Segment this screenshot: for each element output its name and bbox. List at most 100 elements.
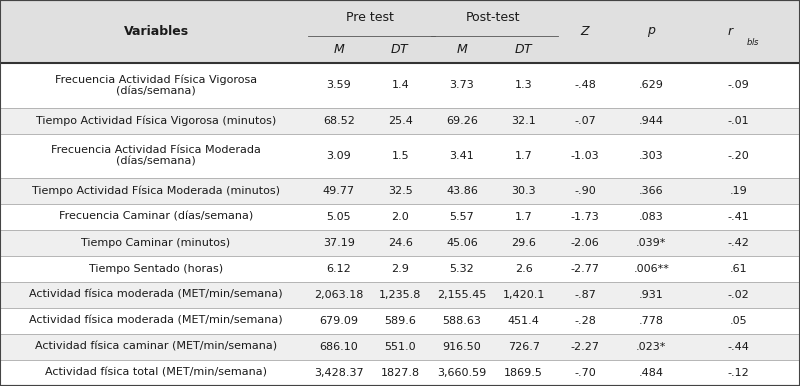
Text: $\mathit{Z}$: $\mathit{Z}$ — [580, 25, 590, 38]
Text: 1.5: 1.5 — [391, 151, 410, 161]
Text: 25.4: 25.4 — [388, 115, 413, 125]
Bar — [0, 108, 800, 134]
Text: 1869.5: 1869.5 — [504, 368, 543, 378]
Text: .006**: .006** — [634, 264, 669, 274]
Text: -.70: -.70 — [574, 368, 596, 378]
Text: 45.06: 45.06 — [446, 238, 478, 248]
Text: -.07: -.07 — [574, 115, 596, 125]
Text: Tiempo Sentado (horas): Tiempo Sentado (horas) — [89, 264, 223, 274]
Text: 3,428.37: 3,428.37 — [314, 368, 364, 378]
Text: 679.09: 679.09 — [319, 316, 358, 326]
Text: 68.52: 68.52 — [323, 115, 354, 125]
Text: $\mathit{M}$: $\mathit{M}$ — [456, 43, 468, 56]
Text: 24.6: 24.6 — [388, 238, 413, 248]
Text: 2,155.45: 2,155.45 — [438, 290, 486, 300]
Text: Tiempo Actividad Física Vigorosa (minutos): Tiempo Actividad Física Vigorosa (minuto… — [36, 115, 276, 126]
Text: -.41: -.41 — [727, 212, 750, 222]
Text: .083: .083 — [639, 212, 663, 222]
Bar — [0, 134, 800, 178]
Text: 1.7: 1.7 — [514, 212, 533, 222]
Text: .05: .05 — [730, 316, 747, 326]
Bar — [0, 0, 800, 63]
Text: 686.10: 686.10 — [319, 342, 358, 352]
Text: 3,660.59: 3,660.59 — [438, 368, 486, 378]
Text: .19: .19 — [730, 186, 747, 196]
Text: $\mathit{p}$: $\mathit{p}$ — [646, 25, 656, 39]
Text: 32.1: 32.1 — [511, 115, 536, 125]
Text: 726.7: 726.7 — [508, 342, 539, 352]
Text: .931: .931 — [639, 290, 663, 300]
Text: -.28: -.28 — [574, 316, 596, 326]
Text: 3.09: 3.09 — [326, 151, 351, 161]
Text: -2.06: -2.06 — [571, 238, 599, 248]
Text: 3.41: 3.41 — [450, 151, 474, 161]
Text: 2.6: 2.6 — [514, 264, 533, 274]
Text: 37.19: 37.19 — [323, 238, 354, 248]
Text: 3.59: 3.59 — [326, 80, 351, 90]
Text: 43.86: 43.86 — [446, 186, 478, 196]
Text: $\mathit{DT}$: $\mathit{DT}$ — [514, 43, 534, 56]
Text: 451.4: 451.4 — [508, 316, 539, 326]
Text: -1.03: -1.03 — [571, 151, 599, 161]
Text: -2.27: -2.27 — [570, 342, 600, 352]
Text: .023*: .023* — [636, 342, 666, 352]
Text: Tiempo Actividad Física Moderada (minutos): Tiempo Actividad Física Moderada (minuto… — [32, 186, 280, 196]
Text: 69.26: 69.26 — [446, 115, 478, 125]
Text: -1.73: -1.73 — [571, 212, 599, 222]
Bar — [0, 204, 800, 230]
Text: Actividad física total (MET/min/semana): Actividad física total (MET/min/semana) — [45, 368, 267, 378]
Text: 1.3: 1.3 — [514, 80, 533, 90]
Bar — [0, 256, 800, 282]
Text: $\mathit{DT}$: $\mathit{DT}$ — [390, 43, 410, 56]
Text: 3.73: 3.73 — [450, 80, 474, 90]
Text: -.12: -.12 — [727, 368, 750, 378]
Text: 1827.8: 1827.8 — [381, 368, 420, 378]
Text: 6.12: 6.12 — [326, 264, 351, 274]
Text: 30.3: 30.3 — [511, 186, 536, 196]
Bar — [0, 308, 800, 334]
Bar — [0, 178, 800, 204]
Text: -.42: -.42 — [727, 238, 750, 248]
Text: 551.0: 551.0 — [385, 342, 416, 352]
Text: .61: .61 — [730, 264, 747, 274]
Bar — [0, 334, 800, 360]
Text: 5.57: 5.57 — [450, 212, 474, 222]
Bar — [0, 63, 800, 108]
Text: 5.32: 5.32 — [450, 264, 474, 274]
Text: -.20: -.20 — [727, 151, 750, 161]
Text: 588.63: 588.63 — [442, 316, 482, 326]
Text: -.02: -.02 — [727, 290, 750, 300]
Text: 5.05: 5.05 — [326, 212, 351, 222]
Text: 49.77: 49.77 — [322, 186, 355, 196]
Text: .303: .303 — [639, 151, 663, 161]
Text: Frecuencia Caminar (días/semana): Frecuencia Caminar (días/semana) — [59, 212, 253, 222]
Text: -.87: -.87 — [574, 290, 596, 300]
Text: -.01: -.01 — [727, 115, 750, 125]
Text: $\mathit{r}$: $\mathit{r}$ — [726, 25, 734, 38]
Text: Actividad física moderada (MET/min/semana): Actividad física moderada (MET/min/seman… — [29, 316, 283, 326]
Text: -.44: -.44 — [727, 342, 750, 352]
Text: $\mathit{bls}$: $\mathit{bls}$ — [746, 36, 760, 47]
Text: 1,235.8: 1,235.8 — [379, 290, 422, 300]
Text: -.90: -.90 — [574, 186, 596, 196]
Text: -2.77: -2.77 — [570, 264, 600, 274]
Text: $\mathit{M}$: $\mathit{M}$ — [333, 43, 345, 56]
Text: -.48: -.48 — [574, 80, 596, 90]
Text: .629: .629 — [638, 80, 664, 90]
Text: Actividad física moderada (MET/min/semana): Actividad física moderada (MET/min/seman… — [29, 290, 283, 300]
Text: 2.9: 2.9 — [391, 264, 410, 274]
Text: .484: .484 — [638, 368, 664, 378]
Text: 2.0: 2.0 — [391, 212, 410, 222]
Text: Pre test: Pre test — [346, 11, 394, 24]
Text: .039*: .039* — [636, 238, 666, 248]
Text: Post-test: Post-test — [466, 11, 520, 24]
Text: 1.7: 1.7 — [514, 151, 533, 161]
Text: .944: .944 — [638, 115, 664, 125]
Text: 32.5: 32.5 — [388, 186, 413, 196]
Text: .778: .778 — [638, 316, 664, 326]
Text: 1.4: 1.4 — [391, 80, 410, 90]
Text: Frecuencia Actividad Física Vigorosa
(días/semana): Frecuencia Actividad Física Vigorosa (dí… — [55, 74, 257, 96]
Text: 29.6: 29.6 — [511, 238, 536, 248]
Text: 589.6: 589.6 — [385, 316, 416, 326]
Text: Actividad física caminar (MET/min/semana): Actividad física caminar (MET/min/semana… — [35, 342, 277, 352]
